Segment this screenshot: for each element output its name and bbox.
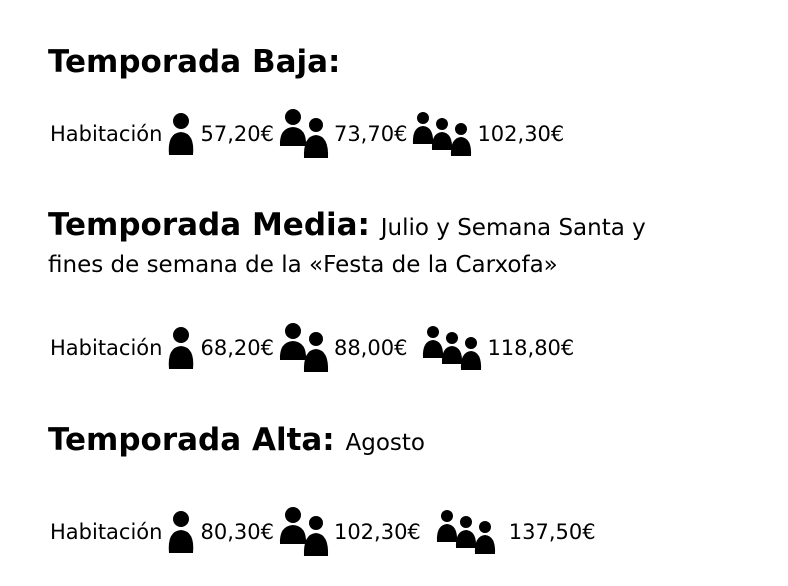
price-row-low: Habitación 57,20€ 73,70€ 102,30€ xyxy=(50,108,568,160)
price-single: 80,30€ xyxy=(200,520,274,544)
two-persons-icon xyxy=(279,109,329,158)
room-label: Habitación xyxy=(50,520,163,544)
price-triple: 137,50€ xyxy=(508,520,596,544)
season-heading-mid: Temporada Media: Julio y Semana Santa y xyxy=(48,207,646,243)
price-double: 88,00€ xyxy=(333,336,408,360)
one-person-icon xyxy=(169,327,194,369)
price-single: 57,20€ xyxy=(200,122,274,146)
three-persons-icon xyxy=(436,510,495,554)
price-row-high: Habitación 80,30€ 102,30€ 137,50€ xyxy=(50,506,600,558)
price-single: 68,20€ xyxy=(200,336,274,360)
season-heading-low: Temporada Baja: xyxy=(48,44,341,80)
price-triple: 102,30€ xyxy=(477,122,565,146)
one-person-icon xyxy=(169,511,194,553)
two-persons-icon xyxy=(279,507,329,556)
two-persons-icon xyxy=(279,323,329,372)
price-double: 102,30€ xyxy=(333,520,421,544)
one-person-icon xyxy=(169,113,194,155)
price-row-mid: Habitación 68,20€ 88,00€ 118,80€ xyxy=(50,322,578,374)
three-persons-icon xyxy=(413,112,472,156)
room-label: Habitación xyxy=(50,336,163,360)
price-triple: 118,80€ xyxy=(487,336,575,360)
room-label: Habitación xyxy=(50,122,163,146)
price-double: 73,70€ xyxy=(333,122,408,146)
three-persons-icon xyxy=(423,326,482,370)
season-heading-high: Temporada Alta: Agosto xyxy=(48,422,425,458)
season-note-mid: fines de semana de la «Festa de la Carxo… xyxy=(48,252,558,278)
